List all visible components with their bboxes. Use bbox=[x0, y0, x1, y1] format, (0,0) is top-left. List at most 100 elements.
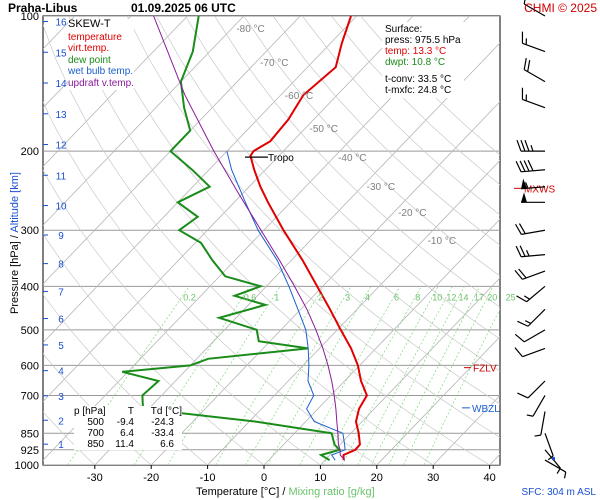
sounding-time: 01.09.2025 06 UTC bbox=[131, 1, 236, 15]
isotherm-label: -60 °C bbox=[285, 91, 313, 102]
wind-barb bbox=[515, 159, 546, 173]
dry-adiabat bbox=[43, 169, 321, 465]
x-tick-label: 10 bbox=[314, 472, 326, 484]
isotherm-line bbox=[43, 16, 301, 285]
surface-dwpt: dwpt: 10.8 °C bbox=[385, 57, 446, 68]
isotherm-label: -20 °C bbox=[398, 208, 426, 219]
wind-barb bbox=[521, 192, 545, 203]
mixing-ratio-label: 0.6 bbox=[244, 292, 257, 302]
legend-item-dew-point: dew point bbox=[68, 54, 111, 66]
pressure-tick-label: 700 bbox=[21, 390, 39, 402]
isotherm-line bbox=[43, 16, 132, 109]
mixing-ratio-label: 2 bbox=[318, 292, 323, 302]
pressure-tick-label: 400 bbox=[21, 281, 39, 293]
x-tick-label: -10 bbox=[200, 472, 216, 484]
surface-tmxfc: t-mxfc: 24.8 °C bbox=[385, 85, 452, 96]
wind-barb bbox=[514, 268, 546, 280]
mixing-ratio-line bbox=[215, 286, 325, 465]
wind-barb bbox=[521, 178, 546, 190]
mixing-ratio-label: 14 bbox=[459, 292, 469, 302]
dry-adiabat bbox=[68, 16, 490, 465]
cell-t: 6.4 bbox=[120, 428, 134, 439]
surface-altitude: SFC: 304 m ASL bbox=[521, 487, 596, 498]
cell-t: 11.4 bbox=[115, 439, 134, 450]
legend-title: SKEW-T bbox=[68, 18, 111, 30]
wbzl-label: WBZL bbox=[472, 404, 500, 415]
isotherm-label: -50 °C bbox=[310, 124, 338, 135]
mixing-ratio-label: 12 bbox=[446, 292, 456, 302]
series-updraft-v-temp bbox=[153, 16, 346, 461]
altitude-tick-label: 5 bbox=[58, 341, 64, 352]
isotherm-line bbox=[43, 16, 188, 168]
pressure-tick-label: 100 bbox=[21, 11, 39, 23]
legend-item-wet-bulb: wet bulb temp. bbox=[68, 66, 134, 78]
pressure-tick-label: 925 bbox=[21, 445, 39, 457]
y-axis-label-altitude: Altitude [km] bbox=[9, 172, 21, 233]
y-axis-label-sep: / bbox=[9, 232, 21, 242]
tropopause-label: Tropo bbox=[268, 153, 294, 164]
isotherm-line bbox=[320, 277, 500, 465]
mixing-ratio-label: 3 bbox=[345, 292, 350, 302]
wind-barb bbox=[534, 411, 546, 437]
mixing-ratio-line bbox=[322, 286, 422, 465]
x-tick-label: 0 bbox=[261, 472, 267, 484]
mixing-ratio-label: 10 bbox=[432, 292, 442, 302]
dry-adiabat bbox=[214, 16, 500, 308]
surface-tconv: t-conv: 33.5 °C bbox=[385, 74, 452, 85]
x-tick-label: 40 bbox=[483, 472, 495, 484]
cell-p: 700 bbox=[87, 428, 104, 439]
table-row: 500 -9.4 -24.3 bbox=[74, 417, 182, 428]
mixing-ratio-line bbox=[341, 286, 439, 465]
x-tick-label: -30 bbox=[87, 472, 103, 484]
isotherm-label: -30 °C bbox=[367, 182, 395, 193]
legend-item-temperature: temperature bbox=[68, 31, 122, 43]
dry-adiabat bbox=[155, 16, 500, 372]
wind-barb bbox=[526, 395, 546, 417]
wind-barb bbox=[544, 459, 567, 479]
dry-adiabat bbox=[43, 233, 265, 465]
fzlv-label: FZLV bbox=[473, 364, 497, 375]
altitude-tick-label: 1 bbox=[58, 440, 64, 451]
wind-barb bbox=[516, 139, 545, 152]
altitude-tick-label: 10 bbox=[55, 202, 67, 213]
wind-barb bbox=[521, 87, 546, 109]
dry-adiabat bbox=[272, 16, 500, 246]
legend-item-updraft: updraft v.temp. bbox=[68, 77, 134, 89]
dry-adiabat bbox=[243, 16, 500, 277]
table-row: 850 11.4 6.6 bbox=[74, 439, 182, 450]
isotherm-line bbox=[150, 101, 500, 465]
header-t: T bbox=[127, 406, 134, 417]
altitude-tick-label: 7 bbox=[58, 287, 64, 298]
cell-td: -24.3 bbox=[151, 417, 174, 428]
isotherm-line bbox=[43, 16, 245, 226]
isotherm-line bbox=[263, 218, 500, 465]
pressure-tick-label: 600 bbox=[21, 360, 39, 372]
wind-barb bbox=[514, 329, 546, 343]
table-row: 700 6.4 -33.4 bbox=[74, 428, 182, 439]
mixing-ratio-line bbox=[388, 286, 481, 465]
altitude-tick-label: 9 bbox=[58, 231, 64, 242]
legend: SKEW-T temperature virt.temp. dew point … bbox=[68, 18, 134, 90]
altitude-tick-label: 11 bbox=[56, 171, 67, 182]
wind-barb bbox=[544, 433, 554, 461]
wind-barb bbox=[515, 245, 546, 258]
altitude-tick-label: 16 bbox=[55, 18, 67, 29]
mixing-ratio-label: 6 bbox=[394, 292, 399, 302]
wind-barb bbox=[517, 380, 546, 399]
altitude-tick-label: 3 bbox=[58, 392, 64, 403]
altitude-tick-label: 14 bbox=[55, 79, 67, 90]
isotherm-label: -10 °C bbox=[428, 236, 456, 247]
mixing-ratio-label: 0.2 bbox=[183, 292, 196, 302]
mixing-ratio-line bbox=[357, 286, 453, 465]
x-axis-label-mix: Mixing ratio [g/kg] bbox=[288, 486, 375, 498]
mixing-ratio-label: 17 bbox=[474, 292, 484, 302]
mixing-ratio-line bbox=[371, 286, 465, 465]
cell-p: 850 bbox=[87, 439, 104, 450]
surface-title: Surface: bbox=[385, 24, 423, 35]
pressure-tick-label: 850 bbox=[21, 428, 39, 440]
pressure-tick-label: 500 bbox=[21, 325, 39, 337]
dry-adiabat bbox=[43, 411, 96, 465]
header-p: p [hPa] bbox=[74, 406, 106, 417]
credit: CHMI © 2025 bbox=[524, 1, 597, 15]
isotherm-line bbox=[546, 16, 600, 465]
